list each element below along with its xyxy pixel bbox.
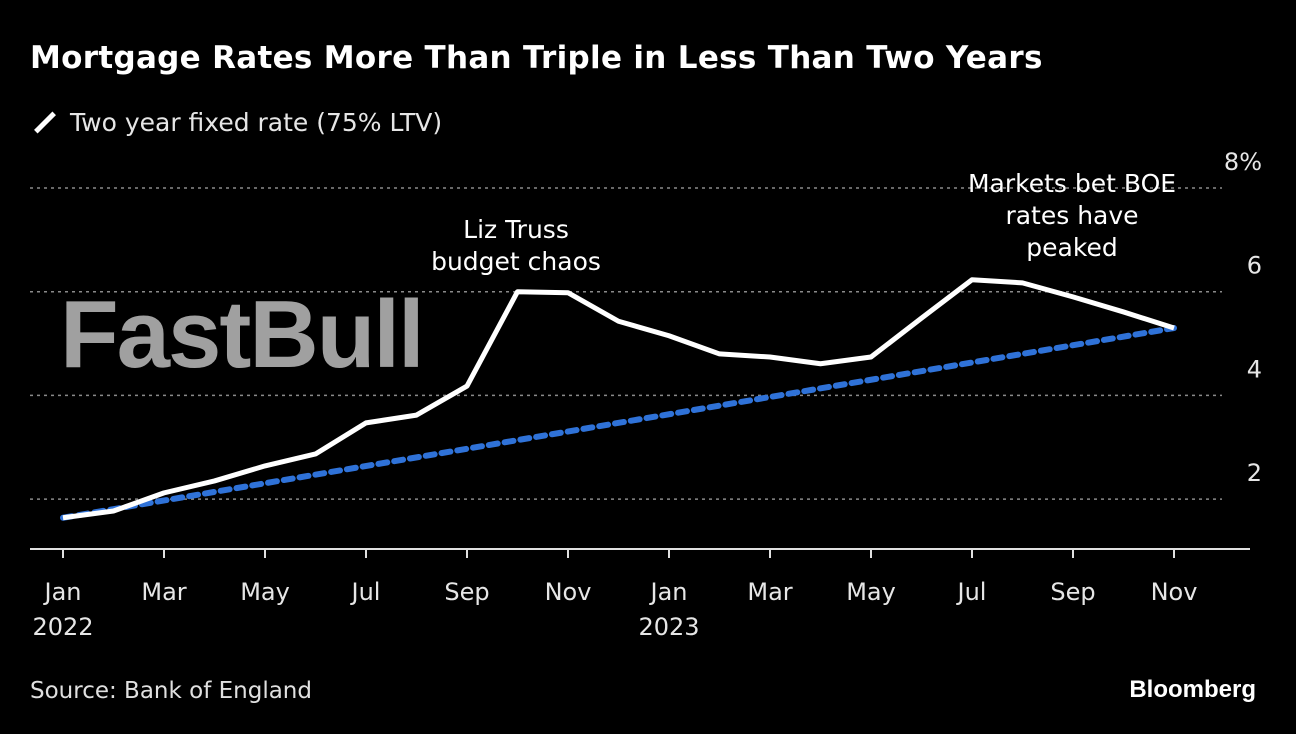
chart-title: Mortgage Rates More Than Triple in Less …	[30, 40, 1043, 76]
annotation-text: peaked	[1026, 233, 1117, 262]
x-tick-label: Mar	[747, 578, 792, 606]
x-tick-label: Nov	[1151, 578, 1198, 606]
x-tick-label: Jan	[649, 578, 688, 606]
x-tick-label: Mar	[141, 578, 186, 606]
x-tick-label: May	[240, 578, 290, 606]
x-tick-label: May	[846, 578, 896, 606]
x-tick-year: 2022	[32, 613, 93, 641]
y-tick-label: 6	[1247, 252, 1262, 280]
annotation-text: Markets bet BOE	[968, 169, 1176, 198]
y-tick-label: 2	[1247, 459, 1262, 487]
x-tick-label: Jul	[350, 578, 381, 606]
annotation-text: budget chaos	[431, 247, 601, 276]
x-tick-label: Jul	[956, 578, 987, 606]
legend-label: Two year fixed rate (75% LTV)	[70, 108, 443, 137]
series-line	[62, 277, 1175, 521]
x-tick-label: Jan	[43, 578, 82, 606]
x-tick-year: 2023	[638, 613, 699, 641]
x-tick-label: Nov	[545, 578, 592, 606]
y-tick-label: 4	[1247, 355, 1262, 383]
source-note: Source: Bank of England	[30, 678, 312, 704]
watermark: FastBull	[60, 281, 425, 388]
y-tick-label: 8%	[1224, 148, 1262, 176]
annotation-text: rates have	[1005, 201, 1138, 230]
bloomberg-logo: Bloomberg	[1129, 676, 1256, 703]
x-tick-label: Sep	[444, 578, 489, 606]
legend: Two year fixed rate (75% LTV)	[30, 108, 442, 137]
annotation-text: Liz Truss	[463, 215, 569, 244]
x-tick-label: Sep	[1050, 578, 1095, 606]
trend-line	[60, 324, 1177, 521]
